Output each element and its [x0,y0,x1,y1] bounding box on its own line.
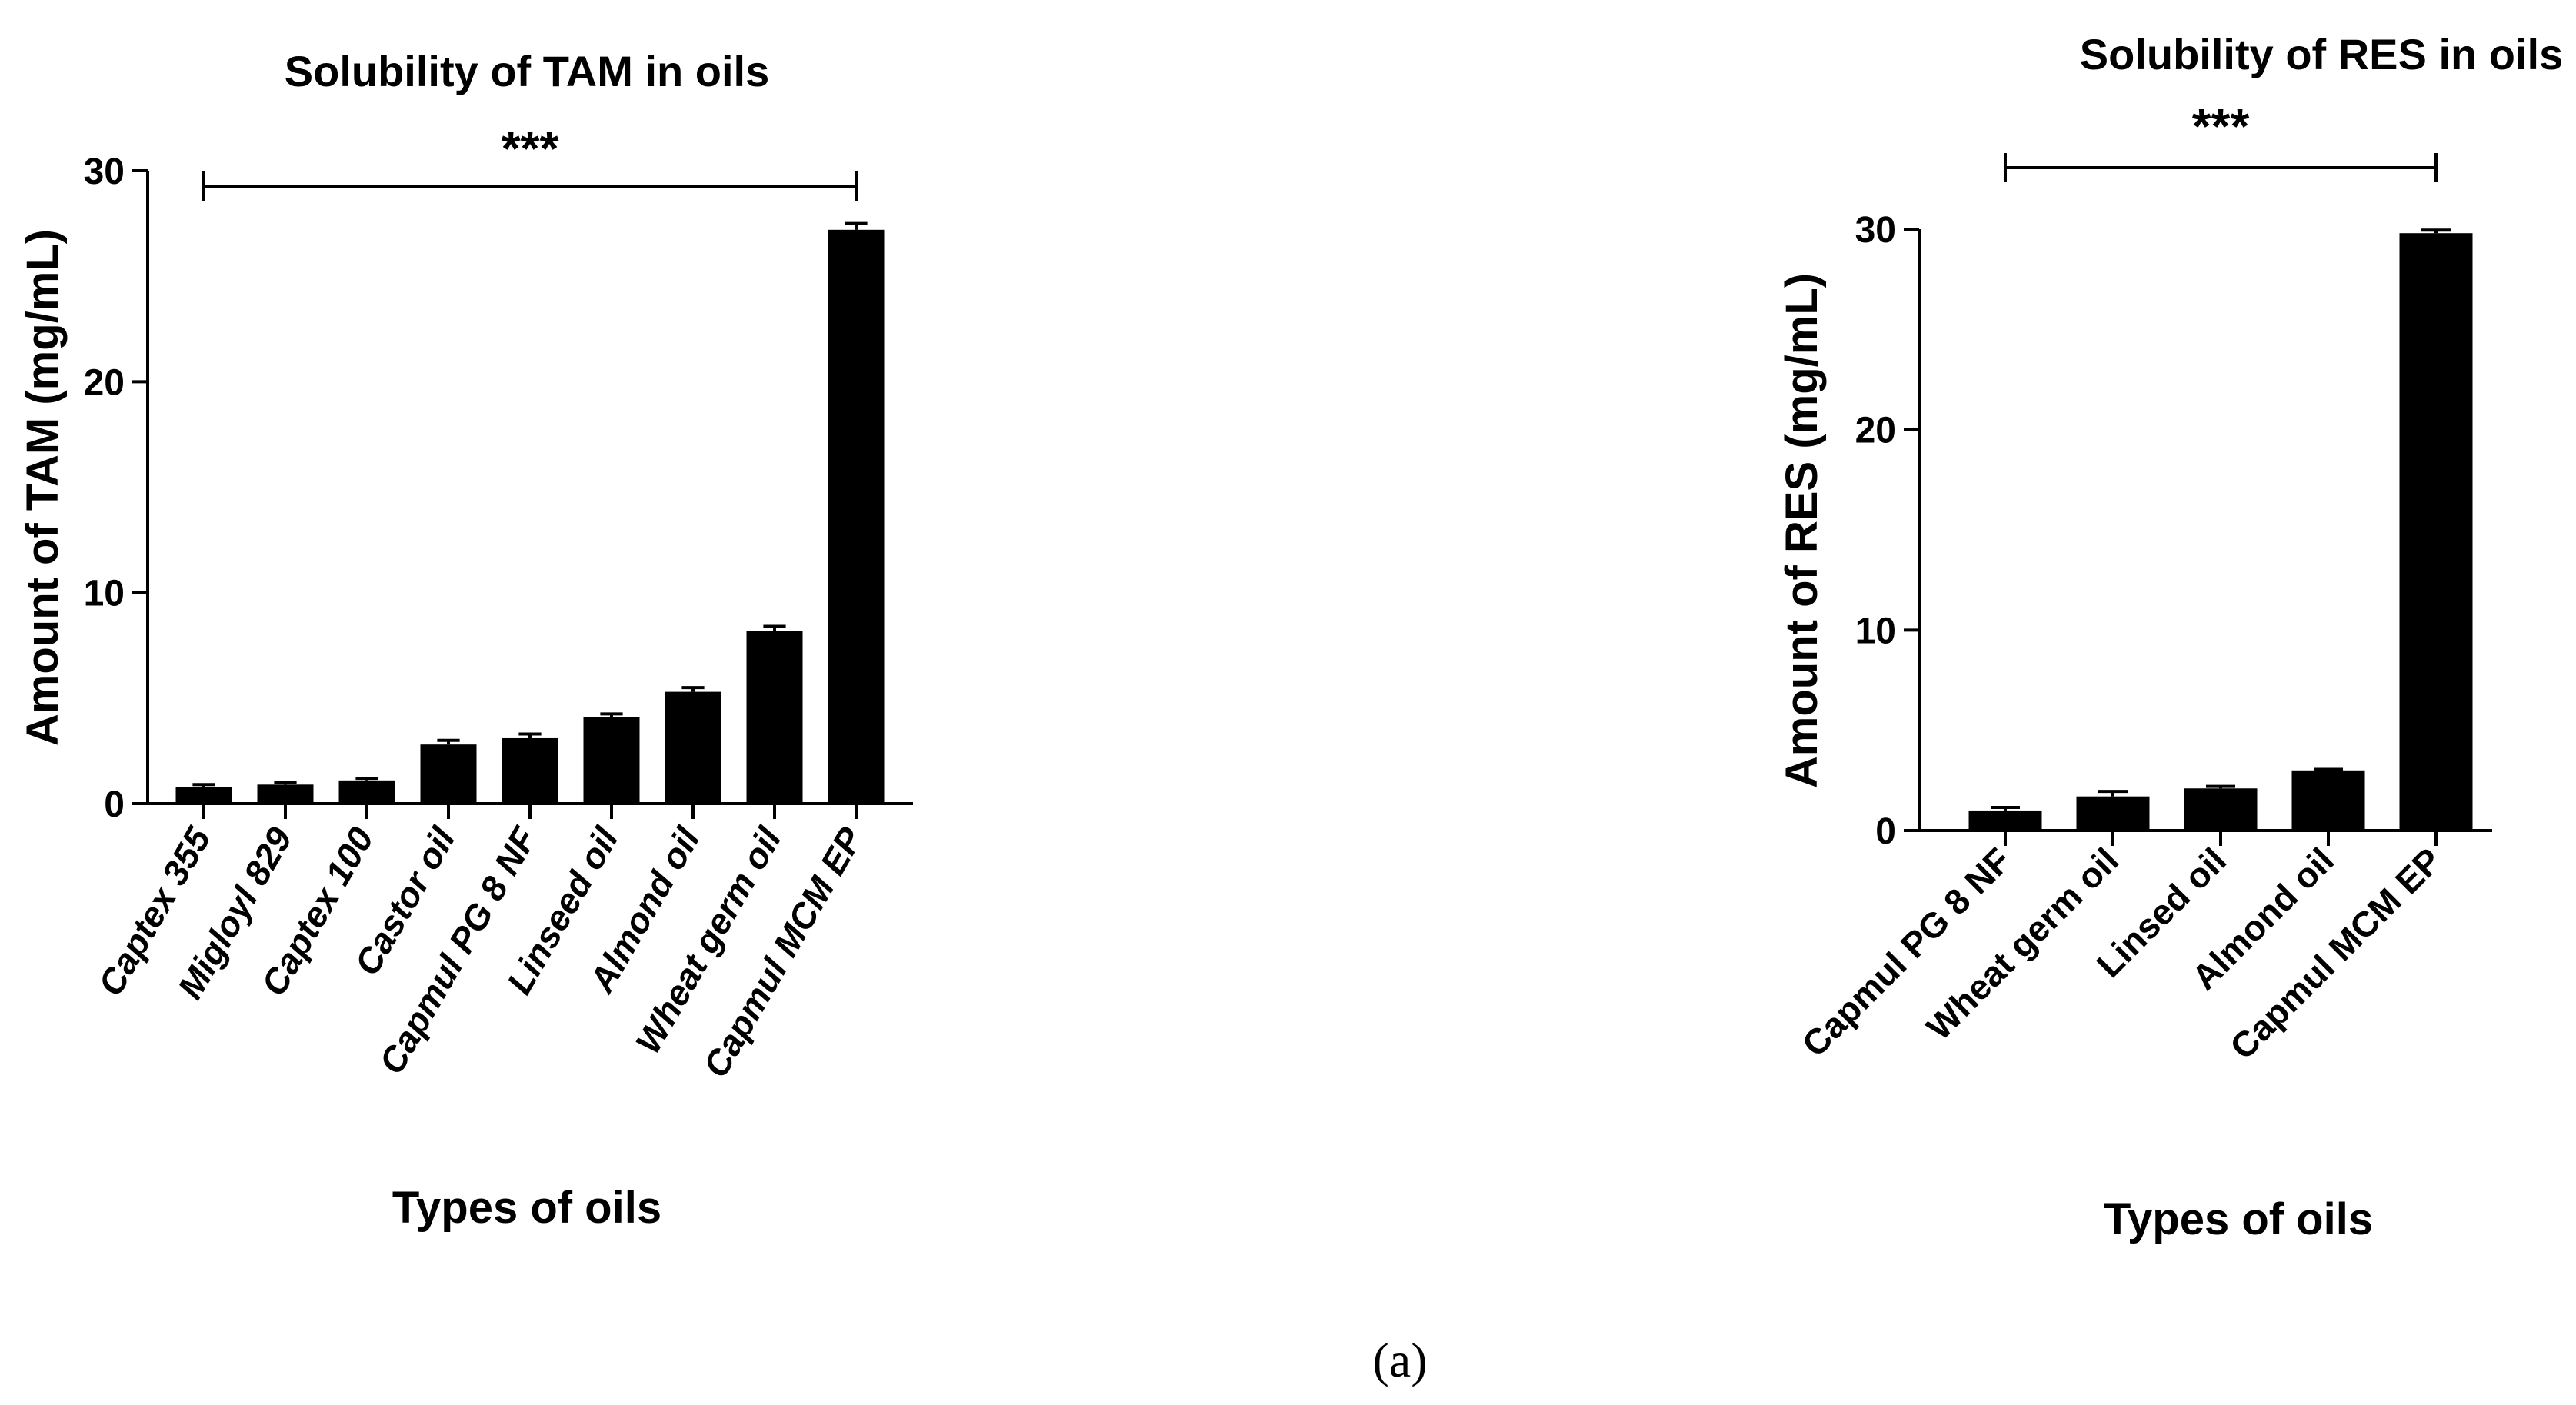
bar [2291,770,2365,831]
bar [828,229,885,804]
bar [257,784,314,804]
y-axis-label: Amount of RES (mg/mL) [1777,273,1827,788]
x-axis-label: Types of oils [392,1183,661,1233]
bar [2076,796,2150,831]
bar [502,737,558,804]
bar [746,631,803,804]
chart-title: Solubility of RES in oils [2080,30,2563,78]
y-tick-label: 30 [1855,210,1896,251]
bar [665,691,721,804]
significance-label: *** [2192,98,2250,154]
bar [2184,788,2258,831]
y-tick-label: 0 [1875,811,1896,852]
y-tick-label: 10 [1855,611,1896,651]
y-tick-label: 10 [84,574,125,614]
chart-title: Solubility of TAM in oils [285,47,769,95]
category-label: Wheat germ oil [1918,840,2126,1047]
significance-label: *** [502,121,559,176]
y-tick-label: 0 [104,784,125,825]
bar [583,717,640,804]
bar [175,787,232,804]
bar [420,744,477,804]
y-axis-label: Amount of TAM (mg/mL) [18,229,68,746]
bar [2399,233,2473,831]
y-tick-label: 20 [84,362,125,403]
bar [338,780,395,804]
x-axis-label: Types of oils [2104,1194,2373,1244]
y-tick-label: 20 [1855,411,1896,451]
panel-label: (a) [1372,1333,1427,1387]
y-tick-label: 30 [84,151,125,192]
bar [1968,810,2042,831]
